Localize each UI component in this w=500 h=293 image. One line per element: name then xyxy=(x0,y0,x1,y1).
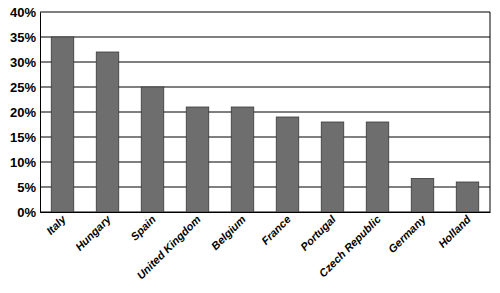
y-tick: 0% xyxy=(17,205,40,220)
x-tick-label: Czech Republic xyxy=(317,213,383,279)
y-tick-label: 20% xyxy=(10,105,36,120)
x-tick: Holland xyxy=(436,212,473,250)
x-tick-label: Holland xyxy=(436,213,473,250)
grid-line xyxy=(40,37,490,38)
y-tick-label: 35% xyxy=(10,30,36,45)
chart: 0% 5% 10% 15% 20% 25% 30% 35% 40% ItalyHungary Spa… xyxy=(0,0,500,293)
y-axis-line xyxy=(40,13,41,213)
bar xyxy=(321,122,344,212)
frame-edge xyxy=(490,12,491,212)
y-tick-label: 15% xyxy=(10,130,36,145)
y-tick: 30% xyxy=(10,55,40,70)
bar xyxy=(186,107,209,212)
bars xyxy=(51,37,479,212)
x-tick: Belgium xyxy=(209,212,248,252)
x-tick-label: Hungary xyxy=(73,212,114,253)
bar xyxy=(231,107,254,212)
bar xyxy=(366,122,389,212)
y-tick-label: 5% xyxy=(17,180,36,195)
x-tick: Hungary xyxy=(73,212,114,253)
y-tick: 15% xyxy=(10,130,40,145)
bar xyxy=(411,179,434,213)
bar xyxy=(276,117,299,212)
y-tick: 25% xyxy=(10,80,40,95)
plot: 0% 5% 10% 15% 20% 25% 30% 35% 40% ItalyHungary Spa… xyxy=(10,5,491,282)
bar xyxy=(141,87,164,212)
y-tick-label: 10% xyxy=(10,155,36,170)
x-tick-label: Belgium xyxy=(209,213,248,252)
y-tick-label: 40% xyxy=(10,5,36,20)
y-tick: 10% xyxy=(10,155,40,170)
bar xyxy=(51,37,74,212)
bar xyxy=(96,52,119,212)
y-tick: 5% xyxy=(17,180,40,195)
x-axis-line xyxy=(41,212,491,213)
y-tick: 40% xyxy=(10,5,40,20)
y-tick-label: 25% xyxy=(10,80,36,95)
x-tick: United Kingdom xyxy=(134,212,203,281)
x-tick: Italy xyxy=(44,212,69,237)
x-tick-label: Italy xyxy=(44,212,69,237)
x-tick-label: France xyxy=(259,213,293,247)
x-tick: Germany xyxy=(386,212,429,255)
y-tick-label: 0% xyxy=(17,205,36,220)
bar xyxy=(456,182,479,212)
x-axis: ItalyHungary SpainUnited KingdomBelgium Fr… xyxy=(41,212,491,281)
y-axis: 0% 5% 10% 15% 20% 25% 30% 35% 40% xyxy=(10,5,41,220)
x-tick: France xyxy=(259,212,293,247)
y-tick: 35% xyxy=(10,30,40,45)
y-tick: 20% xyxy=(10,105,40,120)
grid xyxy=(40,12,490,212)
x-tick: Portugal xyxy=(298,212,339,253)
grid-line xyxy=(40,12,490,13)
x-tick-label: Spain xyxy=(128,213,158,243)
x-tick: Spain xyxy=(128,212,158,243)
x-tick-label: United Kingdom xyxy=(134,213,203,282)
x-tick-label: Germany xyxy=(386,212,429,255)
x-tick-label: Portugal xyxy=(298,212,339,253)
x-tick: Czech Republic xyxy=(317,212,383,279)
y-tick-label: 30% xyxy=(10,55,36,70)
